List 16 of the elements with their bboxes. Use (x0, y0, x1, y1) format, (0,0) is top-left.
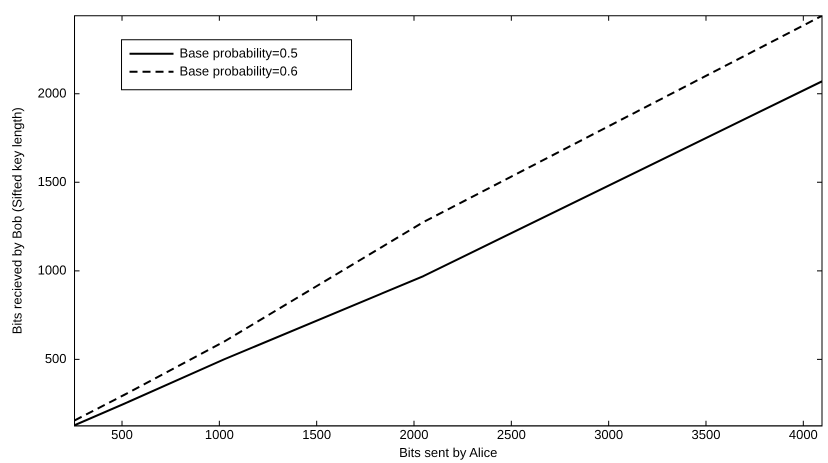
x-tick-label: 1500 (302, 427, 332, 442)
x-tick-label: 4000 (788, 427, 818, 442)
y-axis-title: Bits recieved by Bob (Sifted key length) (9, 107, 24, 334)
x-tick-label: 2500 (496, 427, 526, 442)
legend-label: Base probability=0.5 (180, 45, 298, 60)
x-tick-label: 500 (111, 427, 133, 442)
y-tick-label: 1500 (38, 174, 67, 189)
x-tick-label: 2000 (400, 427, 428, 442)
x-tick-label: 3000 (594, 427, 624, 442)
legend-label: Base probability=0.6 (180, 63, 298, 78)
y-tick-label: 1000 (38, 262, 67, 278)
y-tick-label: 2000 (38, 85, 67, 100)
x-axis-title: Bits sent by Alice (399, 444, 498, 460)
x-tick-label: 1000 (204, 427, 234, 442)
x-tick-label: 3500 (692, 427, 720, 442)
y-tick-label: 500 (44, 350, 67, 366)
